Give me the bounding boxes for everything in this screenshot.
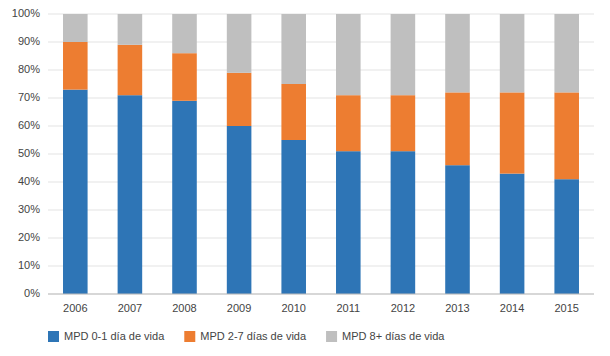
bar-segment — [63, 90, 88, 294]
bar-segment — [445, 165, 470, 294]
x-axis-line — [48, 294, 594, 295]
bar-segment — [63, 14, 88, 42]
chart-container: 0%10%20%30%40%50%60%70%80%90%100%2006200… — [0, 0, 610, 356]
bar-segment — [500, 174, 525, 294]
bar-segment — [445, 92, 470, 165]
bar-segment — [500, 92, 525, 173]
legend-label: MPD 2-7 días de vida — [200, 330, 307, 342]
chart-svg: 0%10%20%30%40%50%60%70%80%90%100%2006200… — [0, 0, 610, 356]
y-tick-label: 30% — [18, 203, 40, 215]
y-tick-label: 100% — [12, 7, 40, 19]
y-tick-label: 90% — [18, 35, 40, 47]
bar-segment — [227, 126, 252, 294]
legend-swatch — [326, 331, 337, 342]
bar-segment — [63, 42, 88, 90]
legend-label: MPD 8+ días de vida — [342, 330, 445, 342]
bar-segment — [500, 14, 525, 92]
bar-segment — [336, 151, 361, 294]
bar-segment — [554, 14, 579, 92]
bar-segment — [336, 95, 361, 151]
bar-segment — [172, 14, 197, 53]
y-grid — [48, 14, 594, 294]
bar-segment — [391, 151, 416, 294]
bar-segment — [281, 84, 306, 140]
y-tick-label: 20% — [18, 231, 40, 243]
x-tick-label: 2008 — [172, 302, 196, 314]
y-tick-label: 60% — [18, 119, 40, 131]
bar-segment — [281, 140, 306, 294]
bar-segment — [445, 14, 470, 92]
bar-segment — [172, 101, 197, 294]
bar-segment — [554, 92, 579, 179]
legend-label: MPD 0-1 día de vida — [64, 330, 165, 342]
x-tick-label: 2009 — [227, 302, 251, 314]
bars — [63, 14, 579, 294]
bar-segment — [118, 95, 143, 294]
legend-swatch — [184, 331, 195, 342]
grid-line — [48, 294, 594, 295]
bar-segment — [391, 14, 416, 95]
y-tick-label: 40% — [18, 175, 40, 187]
y-axis: 0% 10% 20% 30% 40% 50% 60% 70% 80% 90% 100% — [12, 7, 40, 299]
x-tick-label: 2013 — [445, 302, 469, 314]
x-tick-label: 2006 — [63, 302, 87, 314]
bar-segment — [281, 14, 306, 84]
y-tick-label: 0% — [24, 287, 40, 299]
y-tick-label: 80% — [18, 63, 40, 75]
x-tick-label: 2014 — [500, 302, 524, 314]
bar-segment — [118, 45, 143, 95]
bar-segment — [172, 53, 197, 101]
series — [63, 14, 579, 95]
bar-segment — [391, 95, 416, 151]
x-tick-label: 2015 — [554, 302, 578, 314]
series — [63, 90, 579, 294]
legend: MPD 0-1 día de vida MPD 2-7 días de vida M… — [48, 330, 445, 342]
x-axis: 2006 2007 2008 2009 2010 2011 2012 2013 2014 2015 — [63, 302, 579, 314]
bar-segment — [554, 179, 579, 294]
bar-segment — [227, 14, 252, 73]
bar-segment — [336, 14, 361, 95]
y-tick-label: 70% — [18, 91, 40, 103]
x-tick-label: 2011 — [336, 302, 360, 314]
bar-segment — [227, 73, 252, 126]
bar-segment — [118, 14, 143, 45]
y-tick-label: 10% — [18, 259, 40, 271]
x-tick-label: 2012 — [391, 302, 415, 314]
legend-swatch — [48, 331, 59, 342]
y-tick-label: 50% — [18, 147, 40, 159]
x-tick-label: 2010 — [281, 302, 305, 314]
x-tick-label: 2007 — [118, 302, 142, 314]
